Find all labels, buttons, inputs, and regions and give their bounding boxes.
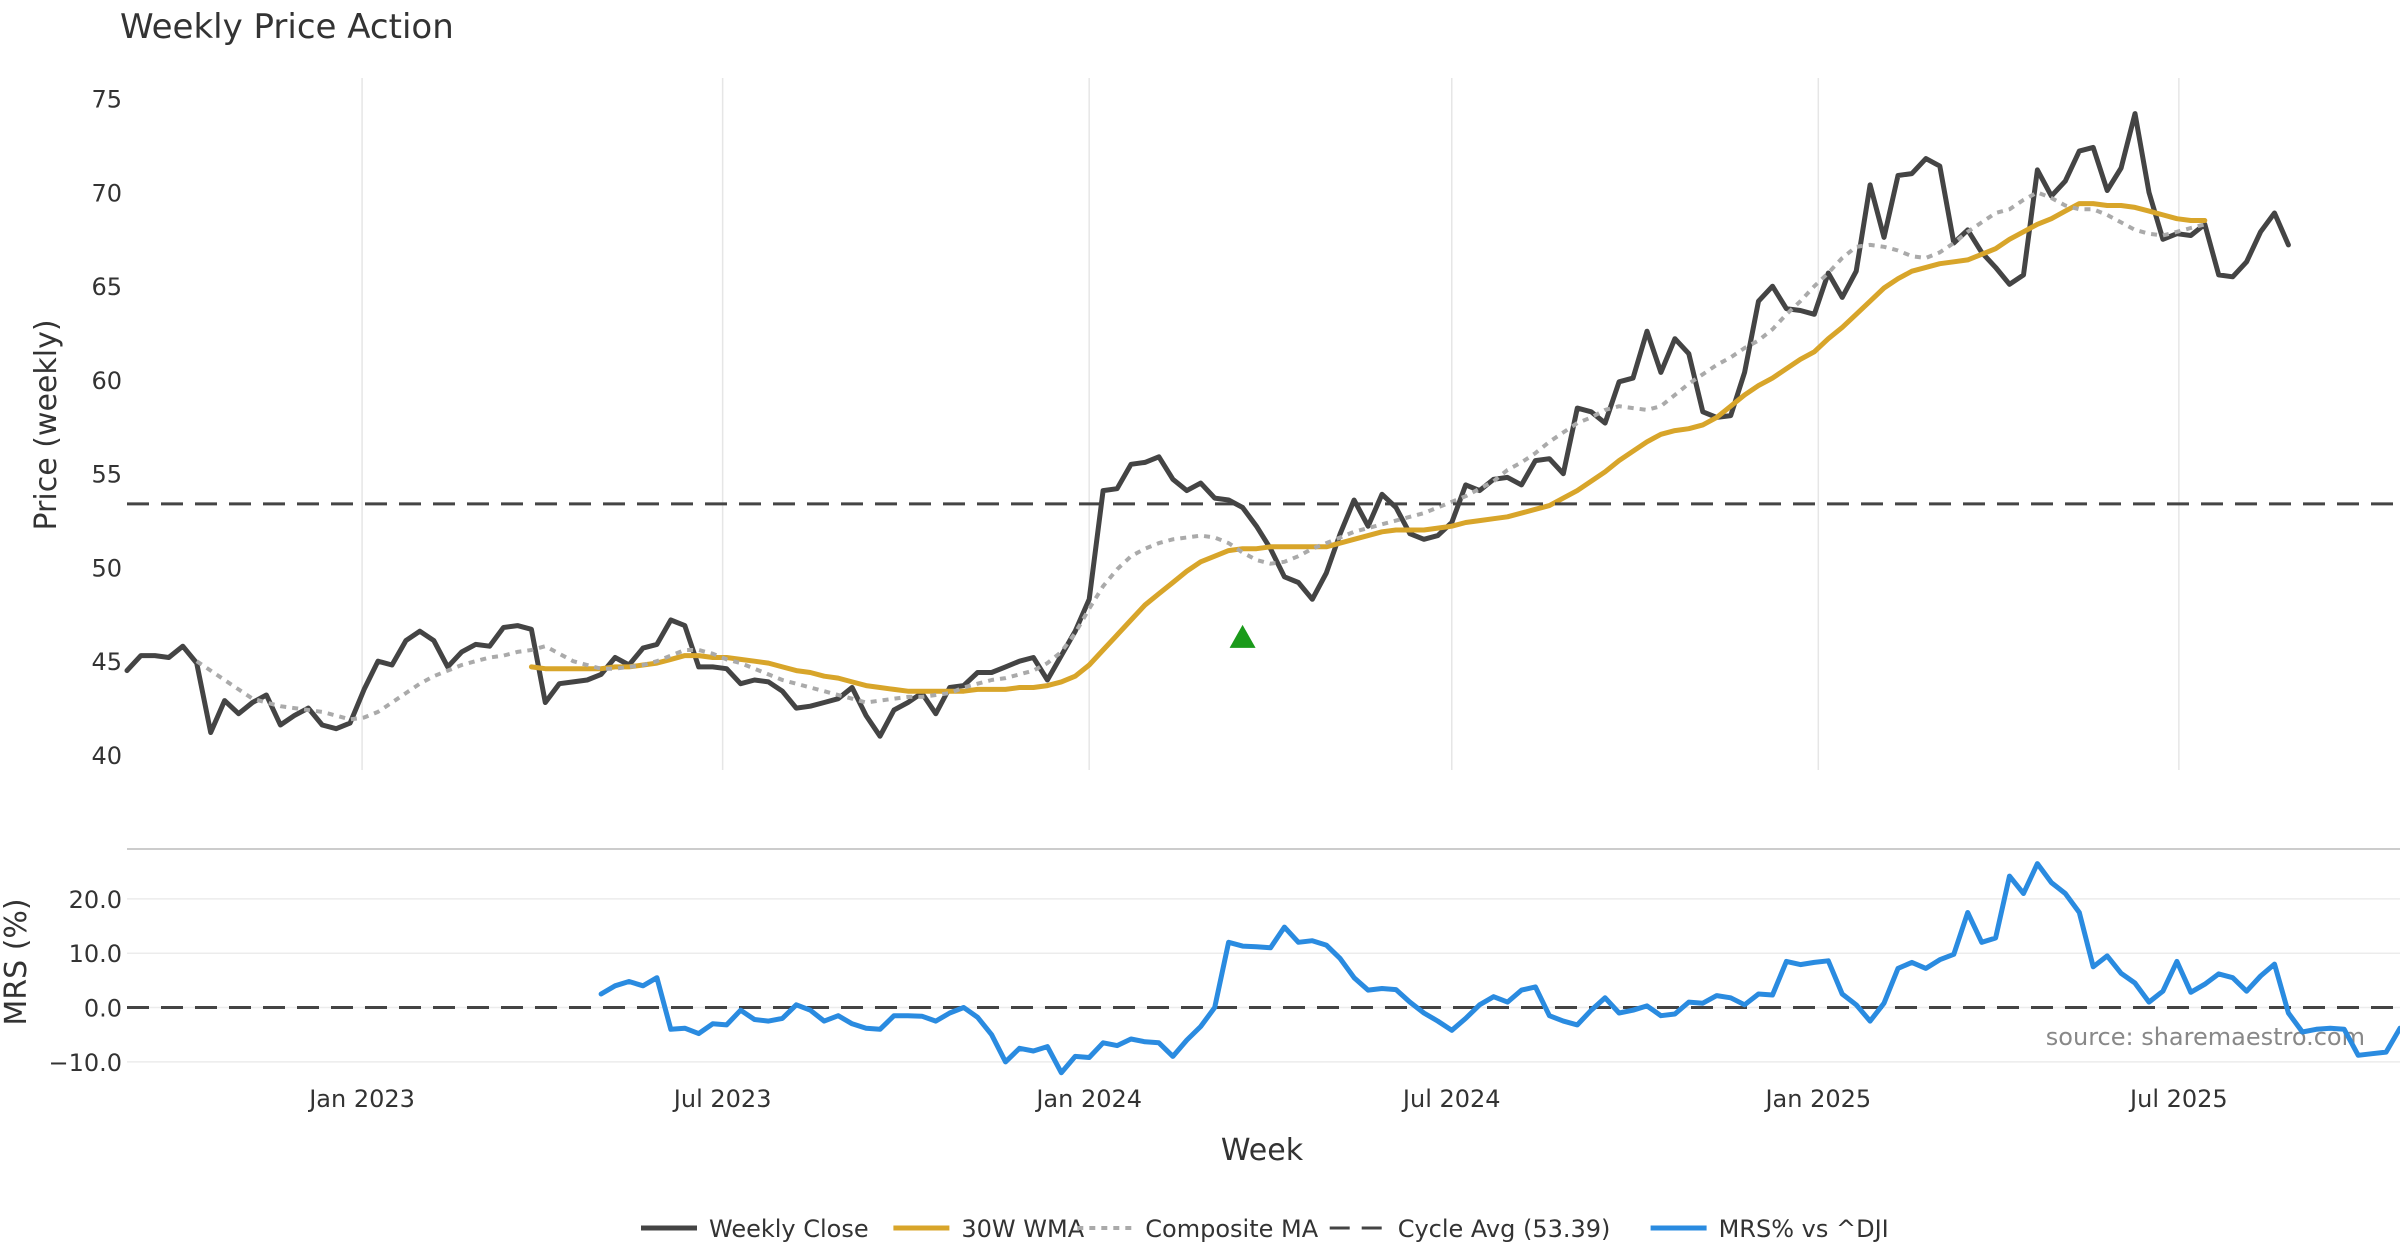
price-y-tick-label: 70 xyxy=(91,179,122,207)
legend: Weekly Close 30W WMA Composite MA Cycle Avg… xyxy=(641,1215,1889,1243)
x-axis-ticks: Jan 2023 Jul 2023 Jan 2024 Jul 2024 Jan 2025… xyxy=(307,1085,2227,1113)
price-y-tick-label: 45 xyxy=(91,648,122,676)
price-y-axis-label: Price (weekly) xyxy=(29,319,64,530)
mrs-panel: −10.0 0.0 10.0 20.0 xyxy=(48,848,2400,1077)
chart-title: Weekly Price Action xyxy=(120,7,454,47)
price-y-tick-label: 75 xyxy=(91,86,122,114)
mrs-y-tick-label: −10.0 xyxy=(48,1049,122,1077)
x-tick-label: Jul 2024 xyxy=(1401,1085,1501,1113)
price-y-tick-label: 60 xyxy=(91,367,122,395)
30w-wma-line xyxy=(528,201,2208,694)
composite-ma-line xyxy=(195,190,2206,722)
x-tick-label: Jan 2023 xyxy=(307,1085,415,1113)
price-y-tick-label: 65 xyxy=(91,273,122,301)
legend-label-30w-wma: 30W WMA xyxy=(961,1215,1084,1243)
price-y-tick-label: 55 xyxy=(91,461,122,489)
mrs-vs-dji-line xyxy=(598,861,2400,1076)
mrs-y-tick-label: 10.0 xyxy=(69,940,122,968)
mrs-y-tick-label: 20.0 xyxy=(69,886,122,914)
price-y-tick-label: 50 xyxy=(91,554,122,582)
x-tick-label: Jan 2025 xyxy=(1763,1085,1871,1113)
x-tick-label: Jan 2024 xyxy=(1034,1085,1142,1113)
price-y-tick-label: 40 xyxy=(91,742,122,770)
buy-signal-marker xyxy=(1229,624,1256,648)
x-tick-label: Jul 2023 xyxy=(672,1085,772,1113)
weekly-close-line xyxy=(124,111,2291,739)
x-axis-label: Week xyxy=(1221,1133,1304,1168)
legend-label-composite-ma: Composite MA xyxy=(1145,1215,1318,1243)
x-tick-label: Jul 2025 xyxy=(2128,1085,2228,1113)
mrs-y-axis-label: MRS (%) xyxy=(0,898,34,1025)
legend-label-weekly-close: Weekly Close xyxy=(709,1215,869,1243)
legend-label-cycle-avg-53-39: Cycle Avg (53.39) xyxy=(1398,1215,1611,1243)
legend-label-mrs-vs-dji: MRS% vs ^DJI xyxy=(1719,1215,1889,1243)
mrs-y-tick-label: 0.0 xyxy=(84,995,122,1023)
price-panel: 40 45 50 55 60 65 70 75 xyxy=(91,78,2400,770)
